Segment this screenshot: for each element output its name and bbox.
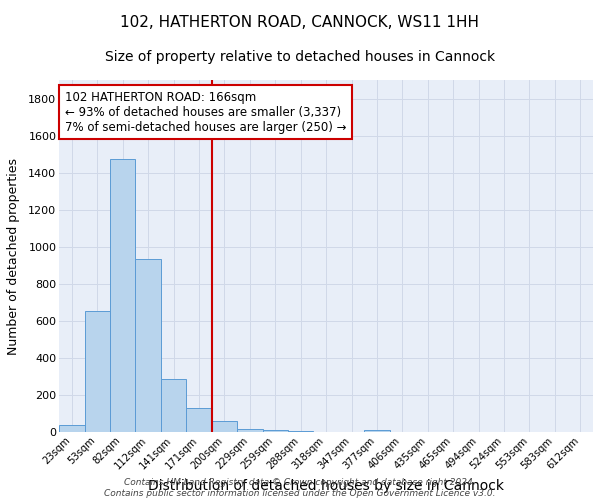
Bar	[263, 430, 288, 432]
Bar	[85, 311, 110, 432]
Bar	[364, 430, 389, 432]
Bar	[212, 421, 237, 432]
Text: Contains HM Land Registry data © Crown copyright and database right 2024.
Contai: Contains HM Land Registry data © Crown c…	[104, 478, 496, 498]
X-axis label: Distribution of detached houses by size in Cannock: Distribution of detached houses by size …	[148, 479, 504, 493]
Y-axis label: Number of detached properties: Number of detached properties	[7, 158, 20, 354]
Text: Size of property relative to detached houses in Cannock: Size of property relative to detached ho…	[105, 50, 495, 64]
Bar	[237, 428, 263, 432]
Bar	[161, 378, 186, 432]
Bar	[59, 425, 85, 432]
Bar	[186, 408, 212, 432]
Text: 102 HATHERTON ROAD: 166sqm
← 93% of detached houses are smaller (3,337)
7% of se: 102 HATHERTON ROAD: 166sqm ← 93% of deta…	[65, 90, 346, 134]
Bar	[136, 259, 161, 432]
Bar	[110, 159, 136, 432]
Text: 102, HATHERTON ROAD, CANNOCK, WS11 1HH: 102, HATHERTON ROAD, CANNOCK, WS11 1HH	[121, 15, 479, 30]
